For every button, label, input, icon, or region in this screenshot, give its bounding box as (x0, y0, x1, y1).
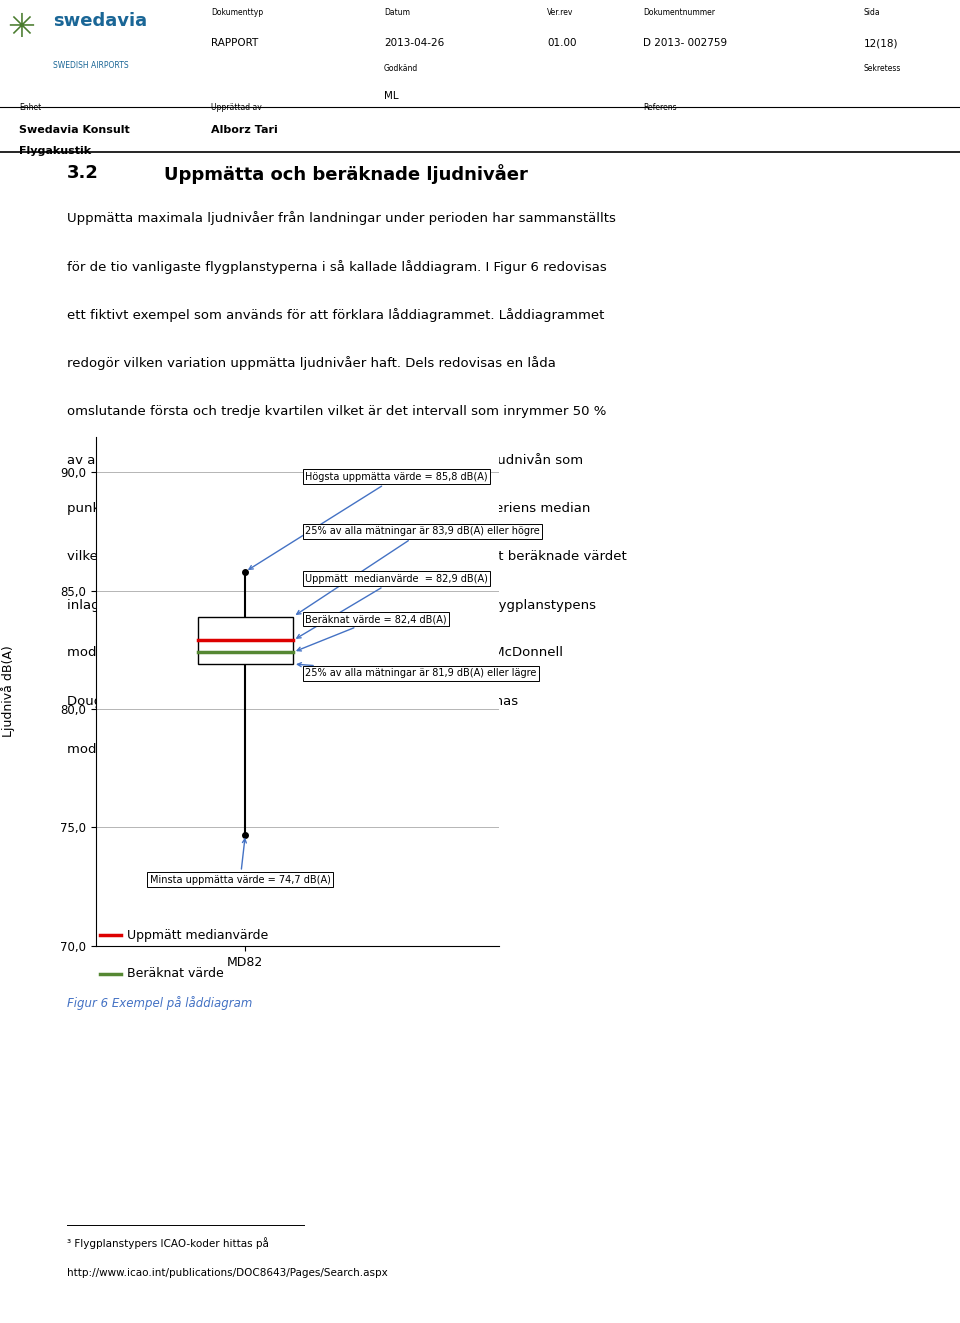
Text: Swedavia Konsult: Swedavia Konsult (19, 124, 130, 135)
Text: Figur 6 Exempel på låddiagram: Figur 6 Exempel på låddiagram (67, 996, 252, 1009)
Text: Upprättad av: Upprättad av (211, 103, 262, 112)
Text: modellbeteckning enligt ICAO hittas i kapitel 4.2.: modellbeteckning enligt ICAO hittas i ka… (67, 744, 395, 755)
Text: Uppmätta och beräknade ljudnivåer: Uppmätta och beräknade ljudnivåer (164, 164, 528, 184)
Text: Godkänd: Godkänd (384, 64, 419, 73)
Text: ML: ML (384, 91, 398, 102)
Text: Dokumenttyp: Dokumenttyp (211, 8, 263, 17)
Text: RAPPORT: RAPPORT (211, 38, 258, 48)
Text: vilket är det mittersta värdet i mätserien. I figuren finns även det beräknade v: vilket är det mittersta värdet i mätseri… (67, 549, 627, 562)
Text: swedavia: swedavia (53, 12, 147, 30)
Text: 25% av alla mätningar är 83,9 dB(A) eller högre: 25% av alla mätningar är 83,9 dB(A) elle… (297, 527, 540, 614)
Text: redogör vilken variation uppmätta ljudnivåer haft. Dels redovisas en låda: redogör vilken variation uppmätta ljudni… (67, 356, 556, 370)
Text: 3.2: 3.2 (67, 164, 99, 183)
Text: http://www.icao.int/publications/DOC8643/Pages/Search.aspx: http://www.icao.int/publications/DOC8643… (67, 1267, 388, 1278)
Text: Enhet: Enhet (19, 103, 41, 112)
Text: D 2013- 002759: D 2013- 002759 (643, 38, 728, 48)
Y-axis label: Ljudnivå dB(A): Ljudnivå dB(A) (1, 646, 15, 737)
Text: Minsta uppmätta värde = 74,7 dB(A): Minsta uppmätta värde = 74,7 dB(A) (150, 839, 330, 885)
Text: Uppmätta maximala ljudnivåer från landningar under perioden har sammanställts: Uppmätta maximala ljudnivåer från landni… (67, 212, 616, 225)
Text: Flygakustik: Flygakustik (19, 146, 91, 156)
Text: Beräknat värde: Beräknat värde (127, 967, 224, 980)
Text: Dokumentnummer: Dokumentnummer (643, 8, 715, 17)
Text: Douglas MD-82. Information om de tio vanligaste flygplanstypernas: Douglas MD-82. Information om de tio van… (67, 695, 518, 708)
Text: modellbeteckning enligt ICAO³, MD82 i det här fallet motsvarar McDonnell: modellbeteckning enligt ICAO³, MD82 i de… (67, 647, 564, 659)
Text: Uppmätt medianvärde: Uppmätt medianvärde (127, 929, 268, 942)
Text: punkter vilka sammanbundits med linjer. I lådan redovisas mätseriens median: punkter vilka sammanbundits med linjer. … (67, 501, 590, 516)
Text: Datum: Datum (384, 8, 410, 17)
Text: Referens: Referens (643, 103, 677, 112)
Text: 25% av alla mätningar är 81,9 dB(A) eller lägre: 25% av alla mätningar är 81,9 dB(A) elle… (298, 663, 537, 679)
Text: Uppmätt  medianvärde  = 82,9 dB(A): Uppmätt medianvärde = 82,9 dB(A) (297, 574, 488, 638)
Text: Sekretess: Sekretess (864, 64, 901, 73)
Bar (198, 617, 293, 664)
Text: omslutande första och tredje kvartilen vilket är det intervall som inrymmer 50 %: omslutande första och tredje kvartilen v… (67, 405, 607, 418)
Text: inlagt som en linje. Längs x-axeln, under låddiagrammen visas flygplanstypens: inlagt som en linje. Längs x-axeln, unde… (67, 598, 596, 613)
Text: SWEDISH AIRPORTS: SWEDISH AIRPORTS (53, 61, 129, 70)
Text: 01.00: 01.00 (547, 38, 577, 48)
Text: av alla mätdata. Dels redovisas högsta och lägsta registrerade ljudnivån som: av alla mätdata. Dels redovisas högsta o… (67, 452, 584, 467)
Text: Ver.rev: Ver.rev (547, 8, 573, 17)
Text: ett fiktivt exempel som används för att förklara låddiagrammet. Låddiagrammet: ett fiktivt exempel som används för att … (67, 308, 605, 321)
Text: Sida: Sida (864, 8, 880, 17)
Text: ✳: ✳ (8, 11, 36, 44)
Text: 12(18): 12(18) (864, 38, 899, 48)
Text: 2013-04-26: 2013-04-26 (384, 38, 444, 48)
Text: för de tio vanligaste flygplanstyperna i så kallade låddiagram. I Figur 6 redovi: för de tio vanligaste flygplanstyperna i… (67, 259, 607, 274)
Text: Högsta uppmätta värde = 85,8 dB(A): Högsta uppmätta värde = 85,8 dB(A) (249, 472, 488, 569)
Text: Alborz Tari: Alborz Tari (211, 124, 278, 135)
Text: Beräknat värde = 82,4 dB(A): Beräknat värde = 82,4 dB(A) (298, 614, 446, 651)
Text: ³ Flygplanstypers ICAO-koder hittas på: ³ Flygplanstypers ICAO-koder hittas på (67, 1237, 269, 1249)
